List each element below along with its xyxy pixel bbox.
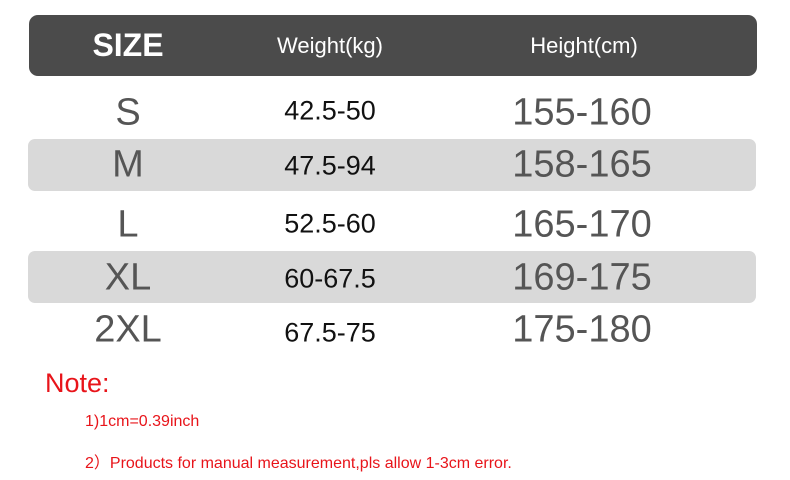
cell-height: 169-175: [512, 256, 652, 299]
note-item-1: 1)1cm=0.39inch: [85, 413, 200, 430]
note-item-2: 2）Products for manual measurement,pls al…: [85, 455, 512, 472]
table-header: SIZE Weight(kg) Height(cm): [29, 15, 757, 76]
header-weight: Weight(kg): [277, 33, 383, 58]
cell-weight: 42.5-50: [284, 95, 376, 126]
cell-height: 158-165: [512, 143, 652, 186]
cell-size: XL: [104, 256, 152, 299]
cell-weight: 52.5-60: [284, 208, 376, 239]
cell-size: 2XL: [94, 308, 162, 351]
cell-weight: 60-67.5: [284, 263, 376, 294]
cell-height: 175-180: [512, 308, 652, 351]
cell-size: L: [117, 203, 139, 246]
note-title: Note:: [45, 368, 110, 398]
row-band-xl: [28, 251, 756, 303]
cell-height: 165-170: [512, 203, 652, 246]
header-size: SIZE: [92, 27, 164, 63]
header-height: Height(cm): [530, 33, 638, 58]
row-band-m: [28, 139, 756, 191]
cell-size: S: [115, 91, 141, 134]
cell-size: M: [112, 143, 144, 186]
cell-height: 155-160: [512, 91, 652, 134]
cell-weight: 67.5-75: [284, 317, 376, 348]
cell-weight: 47.5-94: [284, 150, 376, 181]
